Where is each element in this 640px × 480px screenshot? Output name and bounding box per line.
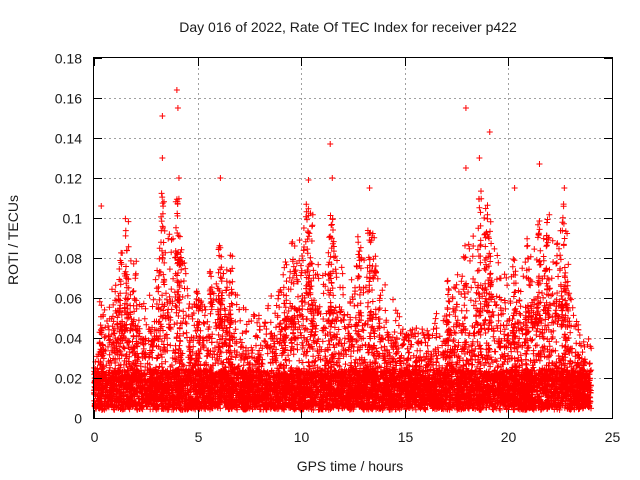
y-tick-label: 0 [74, 411, 82, 427]
x-tick-label: 20 [501, 429, 517, 445]
peak-point [159, 113, 166, 119]
y-tick-label: 0.02 [55, 371, 82, 387]
peak-point [305, 177, 312, 183]
peak-point [327, 141, 334, 147]
peak-point [175, 175, 182, 181]
y-tick-label: 0.08 [55, 251, 82, 267]
x-tick-label: 25 [605, 429, 621, 445]
peak-point [329, 175, 336, 181]
peak-point [366, 185, 373, 191]
x-tick-label: 15 [398, 429, 414, 445]
peak-point [486, 129, 493, 135]
peak-point [536, 161, 543, 167]
peak-point [159, 155, 166, 161]
y-tick-label: 0.14 [55, 131, 82, 147]
peak-point [462, 105, 469, 111]
y-axis-label: ROTI / TECUs [5, 195, 21, 285]
y-tick-label: 0.04 [55, 331, 82, 347]
peak-point [98, 203, 105, 209]
peak-point [462, 165, 469, 171]
peak-point [511, 185, 518, 191]
x-tick-label: 5 [195, 429, 203, 445]
axis-ticks: 0 0.02 0.04 0.06 0.08 0.1 0.12 0.14 0.16 0.18 0 5 10… [55, 51, 621, 446]
peak-point [174, 105, 181, 111]
x-axis-label: GPS time / hours [297, 458, 404, 474]
y-tick-label: 0.1 [63, 211, 83, 227]
scatter-cloud [91, 188, 595, 413]
x-tick-label: 10 [294, 429, 310, 445]
peak-point [173, 87, 180, 93]
chart-title: Day 016 of 2022, Rate Of TEC Index for r… [179, 19, 517, 35]
y-tick-label: 0.06 [55, 291, 82, 307]
data-points [91, 87, 595, 413]
y-tick-label: 0.18 [55, 51, 82, 67]
peak-point [217, 175, 224, 181]
y-tick-label: 0.16 [55, 91, 82, 107]
y-tick-label: 0.12 [55, 171, 82, 187]
plot-frame [93, 57, 613, 419]
peak-point [476, 155, 483, 161]
x-tick-label: 0 [91, 429, 99, 445]
peak-point [561, 185, 568, 191]
